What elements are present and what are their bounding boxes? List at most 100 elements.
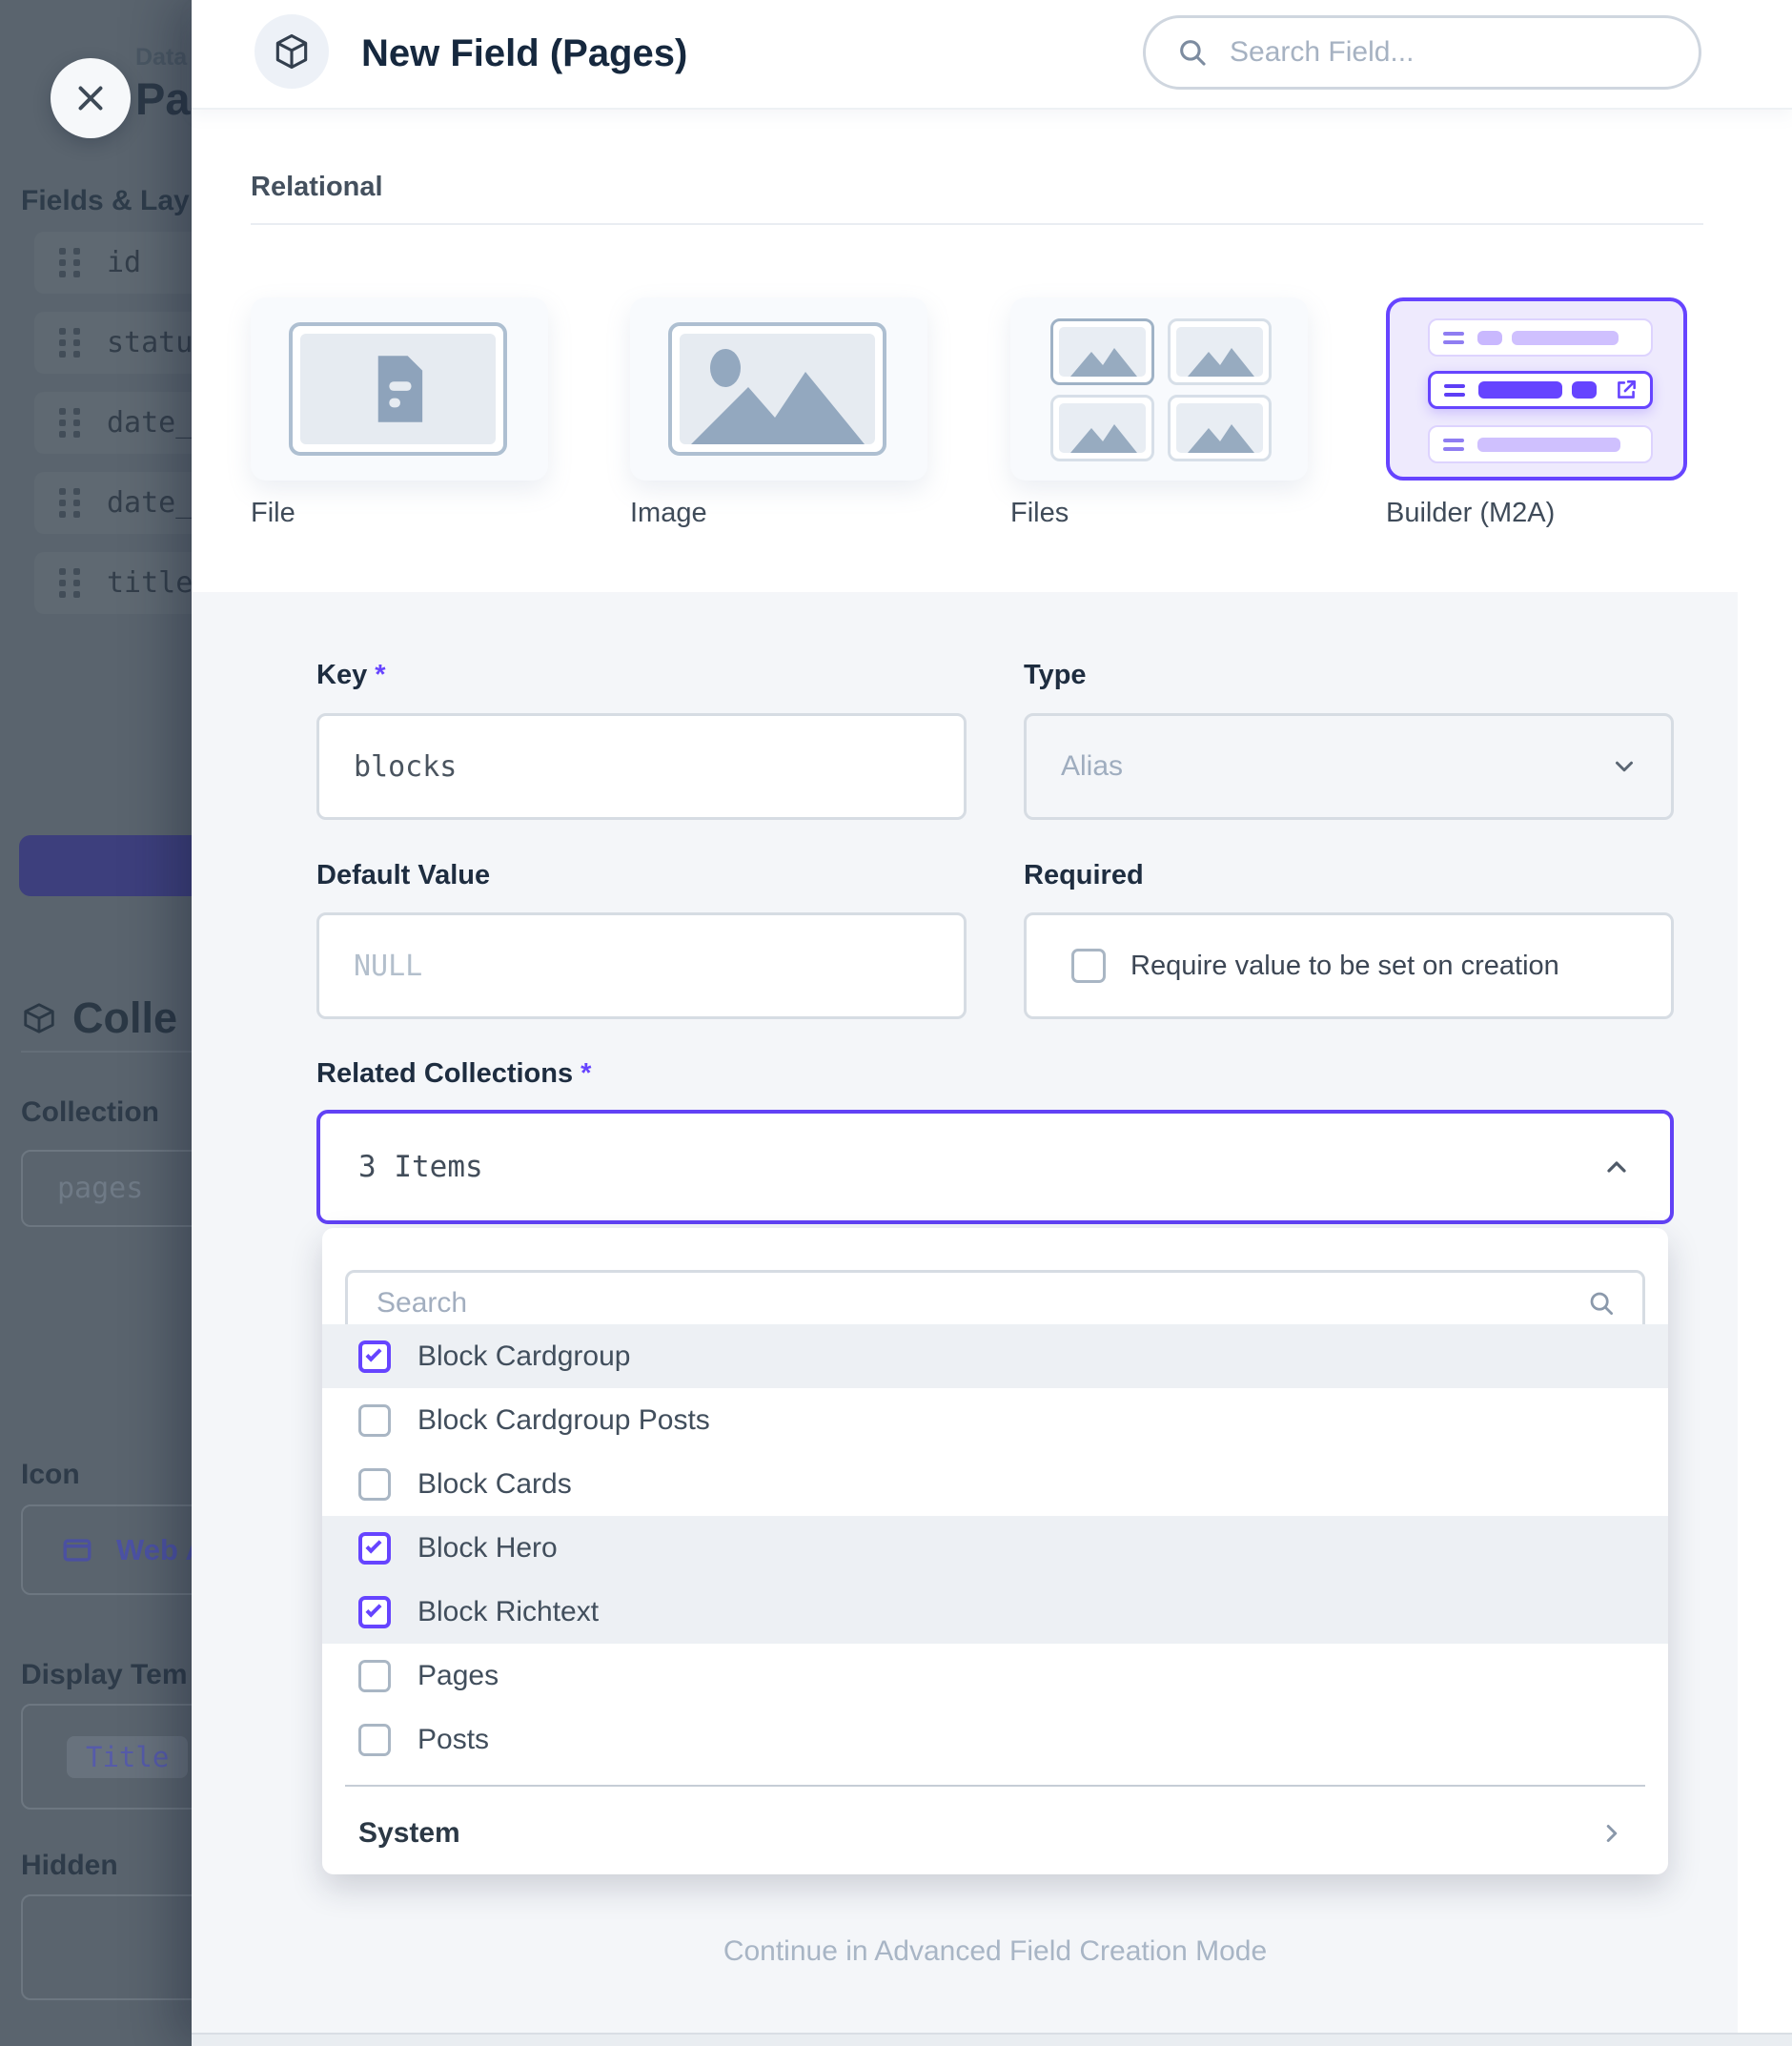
template-chip[interactable]: Title xyxy=(67,1735,189,1778)
builder-row-active xyxy=(1428,371,1653,409)
search-icon xyxy=(1176,36,1209,69)
search-icon xyxy=(1587,1289,1616,1318)
close-icon xyxy=(73,81,108,115)
chevron-down-icon xyxy=(1610,752,1639,781)
field-name: date_ xyxy=(107,486,192,520)
fields-layout-heading: Fields & Lay xyxy=(21,185,190,216)
dimmed-sidebar: Data Pag Fields & Lay id statu date_ dat… xyxy=(0,0,192,2046)
display-template-input[interactable]: Title xyxy=(21,1704,192,1810)
option-posts[interactable]: Posts xyxy=(322,1708,1668,1771)
system-group-row[interactable]: System xyxy=(322,1800,1668,1867)
type-card-label: Image xyxy=(630,498,707,528)
required-field: Require value to be set on creation xyxy=(1024,912,1674,1019)
option-block-cards[interactable]: Block Cards xyxy=(322,1452,1668,1516)
required-checkbox[interactable] xyxy=(1071,949,1106,983)
drag-handle-icon xyxy=(1443,331,1464,344)
divider xyxy=(345,1785,1645,1787)
type-card-label: Files xyxy=(1010,498,1069,528)
image-thumb-icon xyxy=(1050,318,1154,385)
field-name: date_ xyxy=(107,406,192,440)
option-pages[interactable]: Pages xyxy=(322,1644,1668,1708)
field-row-date-created[interactable]: date_ xyxy=(34,392,192,454)
field-name: id xyxy=(107,246,142,279)
option-block-hero[interactable]: Block Hero xyxy=(322,1516,1668,1580)
drag-handle-icon[interactable] xyxy=(59,487,80,519)
display-template-label: Display Tem xyxy=(21,1659,188,1690)
field-row-id[interactable]: id xyxy=(34,232,192,294)
type-card-file[interactable] xyxy=(251,297,548,481)
type-card-label: File xyxy=(251,498,295,528)
drawer-footer-edge xyxy=(192,2033,1792,2046)
type-card-files[interactable] xyxy=(1010,297,1308,481)
search-field-input[interactable]: Search Field... xyxy=(1143,15,1701,90)
field-row-status[interactable]: statu xyxy=(34,312,192,374)
checkbox-checked-icon[interactable] xyxy=(358,1531,391,1565)
divider xyxy=(251,223,1703,225)
create-field-button[interactable] xyxy=(19,835,192,896)
key-input[interactable]: blocks xyxy=(316,713,967,820)
file-icon xyxy=(300,334,496,444)
builder-row xyxy=(1428,425,1653,463)
checkbox-icon[interactable] xyxy=(358,1723,391,1756)
field-row-title[interactable]: title xyxy=(34,552,192,614)
option-block-cardgroup[interactable]: Block Cardgroup xyxy=(322,1324,1668,1388)
image-icon xyxy=(680,334,875,444)
type-select[interactable]: Alias xyxy=(1024,713,1674,820)
drag-handle-icon[interactable] xyxy=(59,247,80,278)
chevron-right-icon xyxy=(1598,1819,1626,1848)
cube-icon xyxy=(21,1000,57,1036)
collection-label: Collection xyxy=(21,1096,160,1128)
drawer-header: New Field (Pages) Search Field... xyxy=(192,0,1792,110)
relational-section-label: Relational xyxy=(251,172,383,202)
checkbox-icon[interactable] xyxy=(358,1659,391,1692)
key-label: Key * xyxy=(316,660,386,690)
type-card-builder-m2a-selected[interactable] xyxy=(1386,297,1687,481)
related-collections-select[interactable]: 3 Items xyxy=(316,1110,1674,1224)
related-collections-dropdown: Search Block Cardgroup Block Cardgroup P… xyxy=(322,1228,1668,1874)
required-label: Required xyxy=(1024,860,1144,890)
default-value-label: Default Value xyxy=(316,860,491,890)
checkbox-icon[interactable] xyxy=(358,1467,391,1501)
web-asset-icon xyxy=(61,1534,93,1566)
hidden-label: Hidden xyxy=(21,1850,118,1881)
field-row-date-updated[interactable]: date_ xyxy=(34,472,192,534)
type-label: Type xyxy=(1024,660,1087,690)
required-checkbox-label: Require value to be set on creation xyxy=(1130,950,1559,981)
required-asterisk: * xyxy=(580,1058,592,1089)
icon-input[interactable]: Web A xyxy=(21,1504,192,1595)
close-drawer-button[interactable] xyxy=(51,58,131,138)
drawer-title: New Field (Pages) xyxy=(361,31,688,74)
box-icon xyxy=(255,14,329,89)
collections-heading: Colle xyxy=(21,992,177,1045)
field-name: statu xyxy=(107,326,192,359)
chevron-up-icon xyxy=(1601,1152,1632,1182)
option-block-cardgroup-posts[interactable]: Block Cardgroup Posts xyxy=(322,1388,1668,1452)
sidebar-breadcrumb: Data xyxy=(135,44,188,71)
advanced-mode-link[interactable]: Continue in Advanced Field Creation Mode xyxy=(723,1935,1268,1967)
image-thumb-icon xyxy=(1050,395,1154,461)
related-collections-label: Related Collections * xyxy=(316,1058,592,1089)
checkbox-checked-icon[interactable] xyxy=(358,1340,391,1373)
hidden-input[interactable] xyxy=(21,1894,192,2000)
drag-handle-icon[interactable] xyxy=(59,567,80,599)
open-in-new-icon xyxy=(1614,378,1639,402)
drag-handle-icon xyxy=(1444,383,1465,397)
builder-row xyxy=(1428,318,1653,357)
sidebar-page-title: Pag xyxy=(135,73,192,124)
option-block-richtext[interactable]: Block Richtext xyxy=(322,1580,1668,1644)
collection-options-list: Block Cardgroup Block Cardgroup Posts Bl… xyxy=(322,1324,1668,1771)
search-placeholder: Search Field... xyxy=(1230,36,1415,68)
drag-handle-icon xyxy=(1443,438,1464,451)
checkbox-icon[interactable] xyxy=(358,1403,391,1437)
drag-handle-icon[interactable] xyxy=(59,407,80,439)
default-value-placeholder: NULL xyxy=(354,949,423,983)
image-thumb-icon xyxy=(1168,318,1272,385)
checkbox-checked-icon[interactable] xyxy=(358,1595,391,1628)
dropdown-search-placeholder: Search xyxy=(377,1287,468,1319)
type-card-image[interactable] xyxy=(630,297,927,481)
collection-input[interactable]: pages xyxy=(21,1150,192,1227)
default-value-input[interactable]: NULL xyxy=(316,912,967,1019)
field-name: title xyxy=(107,566,192,600)
drag-handle-icon[interactable] xyxy=(59,327,80,358)
